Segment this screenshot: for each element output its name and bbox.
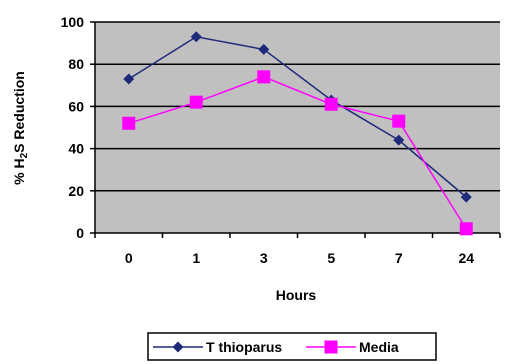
y-tick-label: 0 <box>76 225 84 241</box>
x-axis-ticks: 0 1 3 5 7 24 <box>94 233 501 266</box>
legend-label: Media <box>359 339 399 355</box>
legend-entry: T thioparus <box>153 339 282 355</box>
series-2 <box>122 70 473 236</box>
series-line <box>128 35 467 198</box>
data-point <box>258 43 270 55</box>
y-tick-label: 100 <box>61 14 85 30</box>
data-point <box>392 114 406 128</box>
data-point <box>257 70 271 84</box>
x-tick-label: 7 <box>395 250 403 266</box>
y-tick-label: 60 <box>68 98 84 114</box>
legend-entries: T thioparus Media <box>153 339 399 355</box>
y-tick-label: 80 <box>68 56 84 72</box>
y-axis-title-part-2: S Reduction <box>11 71 27 153</box>
x-tick-label: 3 <box>260 250 268 266</box>
data-point <box>122 116 136 130</box>
y-tick-label: 40 <box>68 141 84 157</box>
data-point <box>460 191 472 203</box>
x-tick-label: 5 <box>327 250 335 266</box>
gridlines <box>95 21 500 192</box>
x-tick-label: 24 <box>458 250 474 266</box>
y-axis-title-part-1: % H <box>11 158 27 184</box>
data-point <box>393 134 405 146</box>
x-tick-label: 0 <box>125 250 133 266</box>
plot-area <box>95 22 500 233</box>
x-axis-title: Hours <box>276 287 317 303</box>
y-tick-label: 20 <box>68 183 84 199</box>
y-axis-title-subscript: 2 <box>19 152 30 158</box>
data-point <box>190 31 202 43</box>
legend-label: T thioparus <box>206 339 282 355</box>
legend-entry: Media <box>306 339 399 355</box>
y-axis-ticks: 0 20 40 60 80 100 <box>61 14 95 241</box>
series-line <box>128 76 467 230</box>
data-point <box>189 95 203 109</box>
x-tick-label: 1 <box>192 250 200 266</box>
legend-marker <box>324 340 338 354</box>
y-axis-title: % H2S Reduction <box>11 71 30 185</box>
data-point <box>459 222 473 236</box>
data-point <box>324 97 338 111</box>
series-layer <box>122 31 473 236</box>
legend-marker <box>172 341 184 353</box>
legend: T thioparus Media <box>147 332 437 361</box>
data-point <box>123 73 135 85</box>
